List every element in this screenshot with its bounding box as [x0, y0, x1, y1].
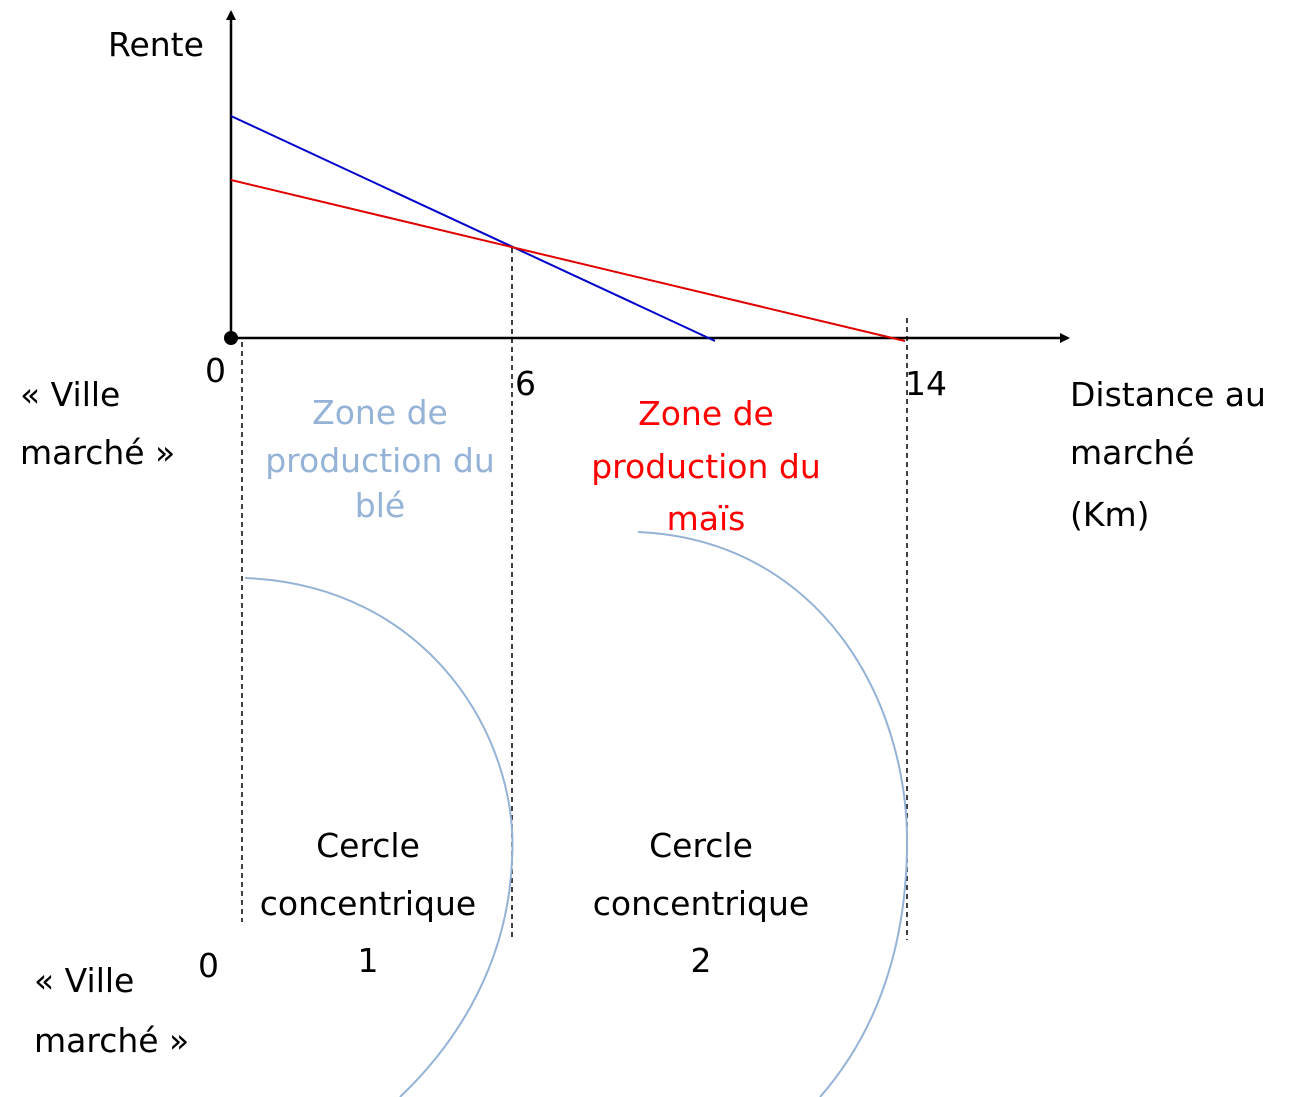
zone-label: production du: [265, 441, 495, 480]
x-axis-label: marché: [1070, 433, 1195, 472]
zone-label: Zone de: [312, 393, 448, 432]
zone-label: Zone de: [638, 394, 774, 433]
x-axis-label: (Km): [1070, 495, 1150, 534]
origin-label: « Ville: [20, 375, 120, 414]
origin-dot: [224, 331, 238, 345]
x-label: 14: [905, 364, 947, 403]
bottom-origin-label: marché »: [34, 1021, 189, 1060]
bottom-origin-number: 0: [198, 946, 219, 985]
y-axis-label: Rente: [108, 25, 204, 64]
zone-label: blé: [355, 486, 405, 525]
circle-label: Cercle: [316, 826, 420, 865]
corn-rent-line: [230, 179, 906, 342]
zone-label: maïs: [667, 499, 746, 538]
circle-label: concentrique: [593, 884, 809, 923]
circle-label: Cercle: [649, 826, 753, 865]
wheat-rent-line: [230, 115, 716, 342]
circle-label: concentrique: [260, 884, 476, 923]
circle-label: 1: [358, 941, 379, 980]
circle-arc-1: [244, 577, 514, 1097]
circle-arc-2: [637, 531, 909, 1097]
circle-label: 2: [691, 941, 712, 980]
x-label: 0: [205, 351, 226, 390]
x-axis-label: Distance au: [1070, 375, 1266, 414]
x-label: 6: [515, 364, 536, 403]
bottom-origin-label: « Ville: [34, 961, 134, 1000]
origin-label: marché »: [20, 433, 175, 472]
zone-label: production du: [591, 447, 821, 486]
